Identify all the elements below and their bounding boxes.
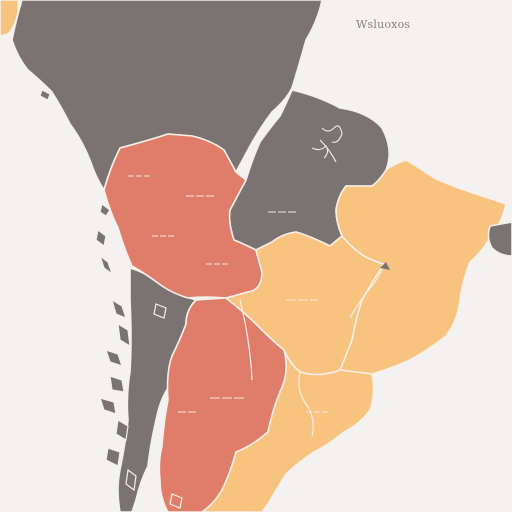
region-far-east-gray[interactable] xyxy=(487,221,512,257)
scribble-label-11 xyxy=(311,145,329,159)
map-title: Wsluoxos xyxy=(356,18,411,31)
region-scribble-labels xyxy=(128,125,343,413)
river-lines xyxy=(239,139,385,437)
region-south-peach[interactable] xyxy=(201,349,375,512)
coastal-islands xyxy=(39,89,183,509)
region-east-peach[interactable] xyxy=(335,159,507,375)
coastal-marker xyxy=(380,262,390,270)
scribble-label-10 xyxy=(321,125,343,143)
